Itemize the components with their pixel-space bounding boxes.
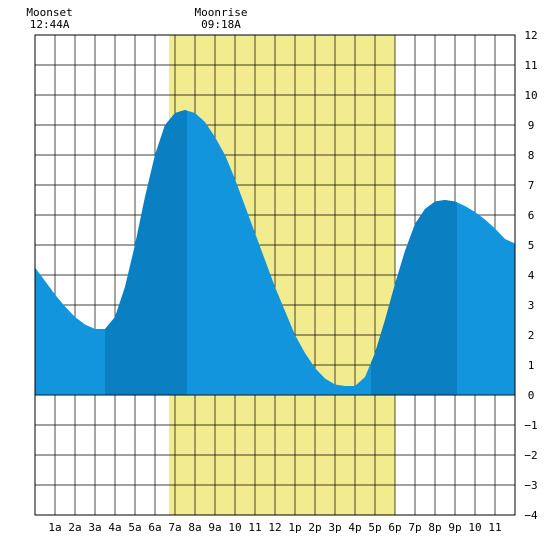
x-tick-label: 7p (408, 521, 421, 534)
y-tick-label: 0 (528, 389, 535, 402)
x-tick-label: 5a (128, 521, 141, 534)
y-tick-label: 9 (528, 119, 535, 132)
x-tick-label: 3a (88, 521, 101, 534)
y-tick-label: 8 (528, 149, 535, 162)
y-tick-label: 4 (528, 269, 535, 282)
x-tick-label: 5p (368, 521, 381, 534)
moon-event-title: Moonset (26, 6, 72, 19)
y-tick-label: −2 (524, 449, 537, 462)
y-tick-label: 3 (528, 299, 535, 312)
x-tick-label: 9p (448, 521, 461, 534)
y-tick-label: −3 (524, 479, 537, 492)
x-tick-label: 9a (208, 521, 221, 534)
tide-area-rising (105, 110, 187, 395)
y-tick-label: 1 (528, 359, 535, 372)
x-tick-label: 11 (488, 521, 501, 534)
x-tick-label: 10 (468, 521, 481, 534)
y-tick-label: 11 (524, 59, 537, 72)
x-tick-label: 1p (288, 521, 301, 534)
tide-area-rising (371, 200, 457, 395)
y-tick-label: 7 (528, 179, 535, 192)
x-tick-label: 3p (328, 521, 341, 534)
x-tick-label: 6p (388, 521, 401, 534)
x-tick-label: 1a (48, 521, 61, 534)
y-tick-label: −4 (524, 509, 538, 522)
x-tick-label: 8p (428, 521, 441, 534)
y-tick-label: 5 (528, 239, 535, 252)
moon-event-time: 12:44A (30, 18, 70, 31)
x-tick-label: 10 (228, 521, 241, 534)
plot-border (34, 34, 516, 516)
x-tick-label: 2p (308, 521, 321, 534)
x-tick-label: 4a (108, 521, 121, 534)
moon-event-time: 09:18A (201, 18, 241, 31)
y-tick-label: 12 (524, 29, 537, 42)
x-tick-label: 2a (68, 521, 81, 534)
y-tick-label: 2 (528, 329, 535, 342)
moon-event-title: Moonrise (195, 6, 248, 19)
y-tick-label: 6 (528, 209, 535, 222)
x-tick-label: 4p (348, 521, 361, 534)
y-tick-label: 10 (524, 89, 537, 102)
x-tick-label: 12 (268, 521, 281, 534)
x-tick-label: 7a (168, 521, 181, 534)
y-tick-label: −1 (524, 419, 537, 432)
x-tick-label: 6a (148, 521, 161, 534)
x-tick-label: 8a (188, 521, 201, 534)
x-tick-label: 11 (248, 521, 261, 534)
